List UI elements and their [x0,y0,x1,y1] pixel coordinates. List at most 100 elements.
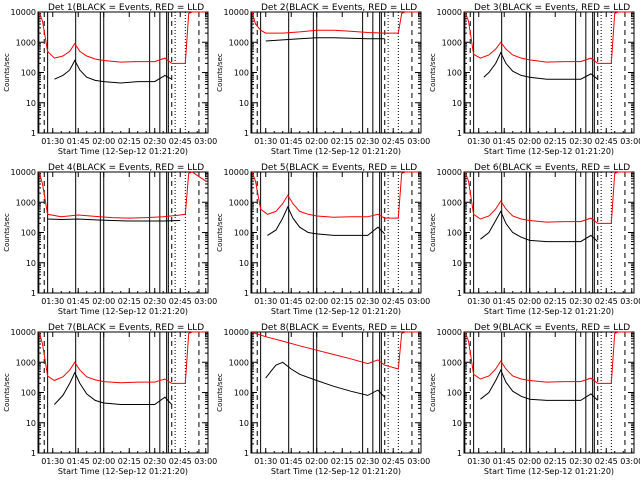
series-line-red [464,11,632,64]
y-tick-label: 10000 [224,168,249,177]
plot-frame [463,331,635,454]
x-tick-label: 01:30 [467,457,490,466]
y-tick-label: 100 [234,389,249,398]
panel-det-8: Det 8(BLACK = Events, RED = LLD 1 10 100 100… [216,323,430,476]
x-tick-label: 01:30 [254,457,277,466]
series-line-black [480,210,599,243]
x-tick-label: 02:00 [305,457,328,466]
x-tick-label: 01:45 [493,137,516,146]
y-tick-label: 10 [26,259,36,268]
x-axis-label: Start Time (12-Sep-12 01:21:20) [271,467,401,476]
x-tick-label: 01:45 [280,297,303,306]
series-line-black [265,361,386,398]
series-line-red [38,331,206,384]
x-tick-label: 02:30 [143,457,166,466]
x-tick-label: 01:45 [493,297,516,306]
series-line-black [483,51,599,80]
x-tick-label: 02:00 [305,297,328,306]
x-tick-label: 02:00 [518,137,541,146]
x-tick-label: 02:00 [92,137,115,146]
y-tick-label: 10000 [11,168,36,177]
panel-title: Det 7(BLACK = Events, RED = LLD [48,323,204,333]
x-axis-label: Start Time (12-Sep-12 01:21:20) [58,467,188,476]
x-tick-label: 02:15 [544,137,567,146]
x-tick-label: 02:30 [356,457,379,466]
y-tick-label: 1 [244,129,249,138]
x-tick-label: 02:45 [169,297,192,306]
panel-det-5: Det 5(BLACK = Events, RED = LLD 1 10 100 100… [216,163,430,316]
x-tick-label: 01:30 [254,297,277,306]
x-axis-label: Start Time (12-Sep-12 01:21:20) [271,147,401,156]
y-axis-label: Counts/sec [429,373,437,412]
x-tick-label: 02:30 [143,137,166,146]
plot-frame [250,331,422,454]
series-line-red [251,171,419,219]
y-tick-label: 10 [239,419,249,428]
panel-title: Det 8(BLACK = Events, RED = LLD [261,323,417,333]
y-tick-label: 100 [234,229,249,238]
x-tick-label: 02:15 [331,457,354,466]
y-tick-label: 10 [26,419,36,428]
series-line-black [265,37,385,42]
y-tick-label: 10000 [11,328,36,337]
x-tick-label: 02:45 [169,137,192,146]
x-tick-label: 01:30 [41,137,64,146]
x-tick-label: 03:00 [194,137,217,146]
x-tick-label: 02:15 [118,457,141,466]
x-tick-label: 02:15 [544,297,567,306]
x-tick-label: 03:00 [194,297,217,306]
x-tick-label: 02:15 [118,137,141,146]
x-tick-label: 02:00 [518,297,541,306]
series-line-red [38,171,206,219]
x-tick-label: 03:00 [620,297,640,306]
y-tick-label: 1 [457,289,462,298]
x-tick-label: 02:45 [382,457,405,466]
series-line-red [251,331,419,370]
y-tick-label: 1000 [442,198,462,207]
x-tick-label: 02:15 [331,137,354,146]
panel-det-7: Det 7(BLACK = Events, RED = LLD 1 10 100 100… [3,323,217,476]
x-tick-label: 01:45 [67,457,90,466]
x-tick-label: 02:15 [331,297,354,306]
y-axis-label: Counts/sec [216,373,224,412]
y-tick-label: 10 [239,259,249,268]
y-tick-label: 1 [244,449,249,458]
panel-title: Det 6(BLACK = Events, RED = LLD [474,163,630,173]
y-tick-label: 10000 [437,328,462,337]
y-tick-label: 1000 [442,38,462,47]
x-tick-label: 02:45 [169,457,192,466]
series-line-black [54,371,173,405]
x-tick-label: 01:30 [467,137,490,146]
x-tick-label: 01:30 [41,297,64,306]
y-tick-label: 1 [31,289,36,298]
x-tick-label: 02:45 [382,297,405,306]
y-tick-label: 10000 [224,328,249,337]
y-tick-label: 1 [457,129,462,138]
y-tick-label: 1 [457,449,462,458]
x-tick-label: 02:15 [118,297,141,306]
panel-det-6: Det 6(BLACK = Events, RED = LLD 1 10 100 100… [429,163,640,316]
x-axis-label: Start Time (12-Sep-12 01:21:20) [58,147,188,156]
x-tick-label: 02:00 [92,457,115,466]
y-tick-label: 1000 [16,358,36,367]
y-tick-label: 10 [452,259,462,268]
panel-title: Det 4(BLACK = Events, RED = LLD [48,163,204,173]
x-tick-label: 01:45 [67,297,90,306]
x-tick-label: 03:00 [194,457,217,466]
x-tick-label: 02:30 [569,137,592,146]
x-tick-label: 01:45 [493,457,516,466]
series-line-black [480,368,599,401]
y-tick-label: 1 [244,289,249,298]
y-tick-label: 100 [447,389,462,398]
x-tick-label: 02:45 [382,137,405,146]
y-tick-label: 10000 [224,8,249,17]
panel-title: Det 1(BLACK = Events, RED = LLD [48,3,204,13]
panel-title: Det 5(BLACK = Events, RED = LLD [261,163,417,173]
x-tick-label: 02:30 [356,137,379,146]
y-tick-label: 1000 [442,358,462,367]
y-tick-label: 100 [21,229,36,238]
y-axis-label: Counts/sec [3,213,11,252]
x-tick-label: 01:30 [41,457,64,466]
y-tick-label: 1000 [229,198,249,207]
x-tick-label: 02:45 [595,137,618,146]
